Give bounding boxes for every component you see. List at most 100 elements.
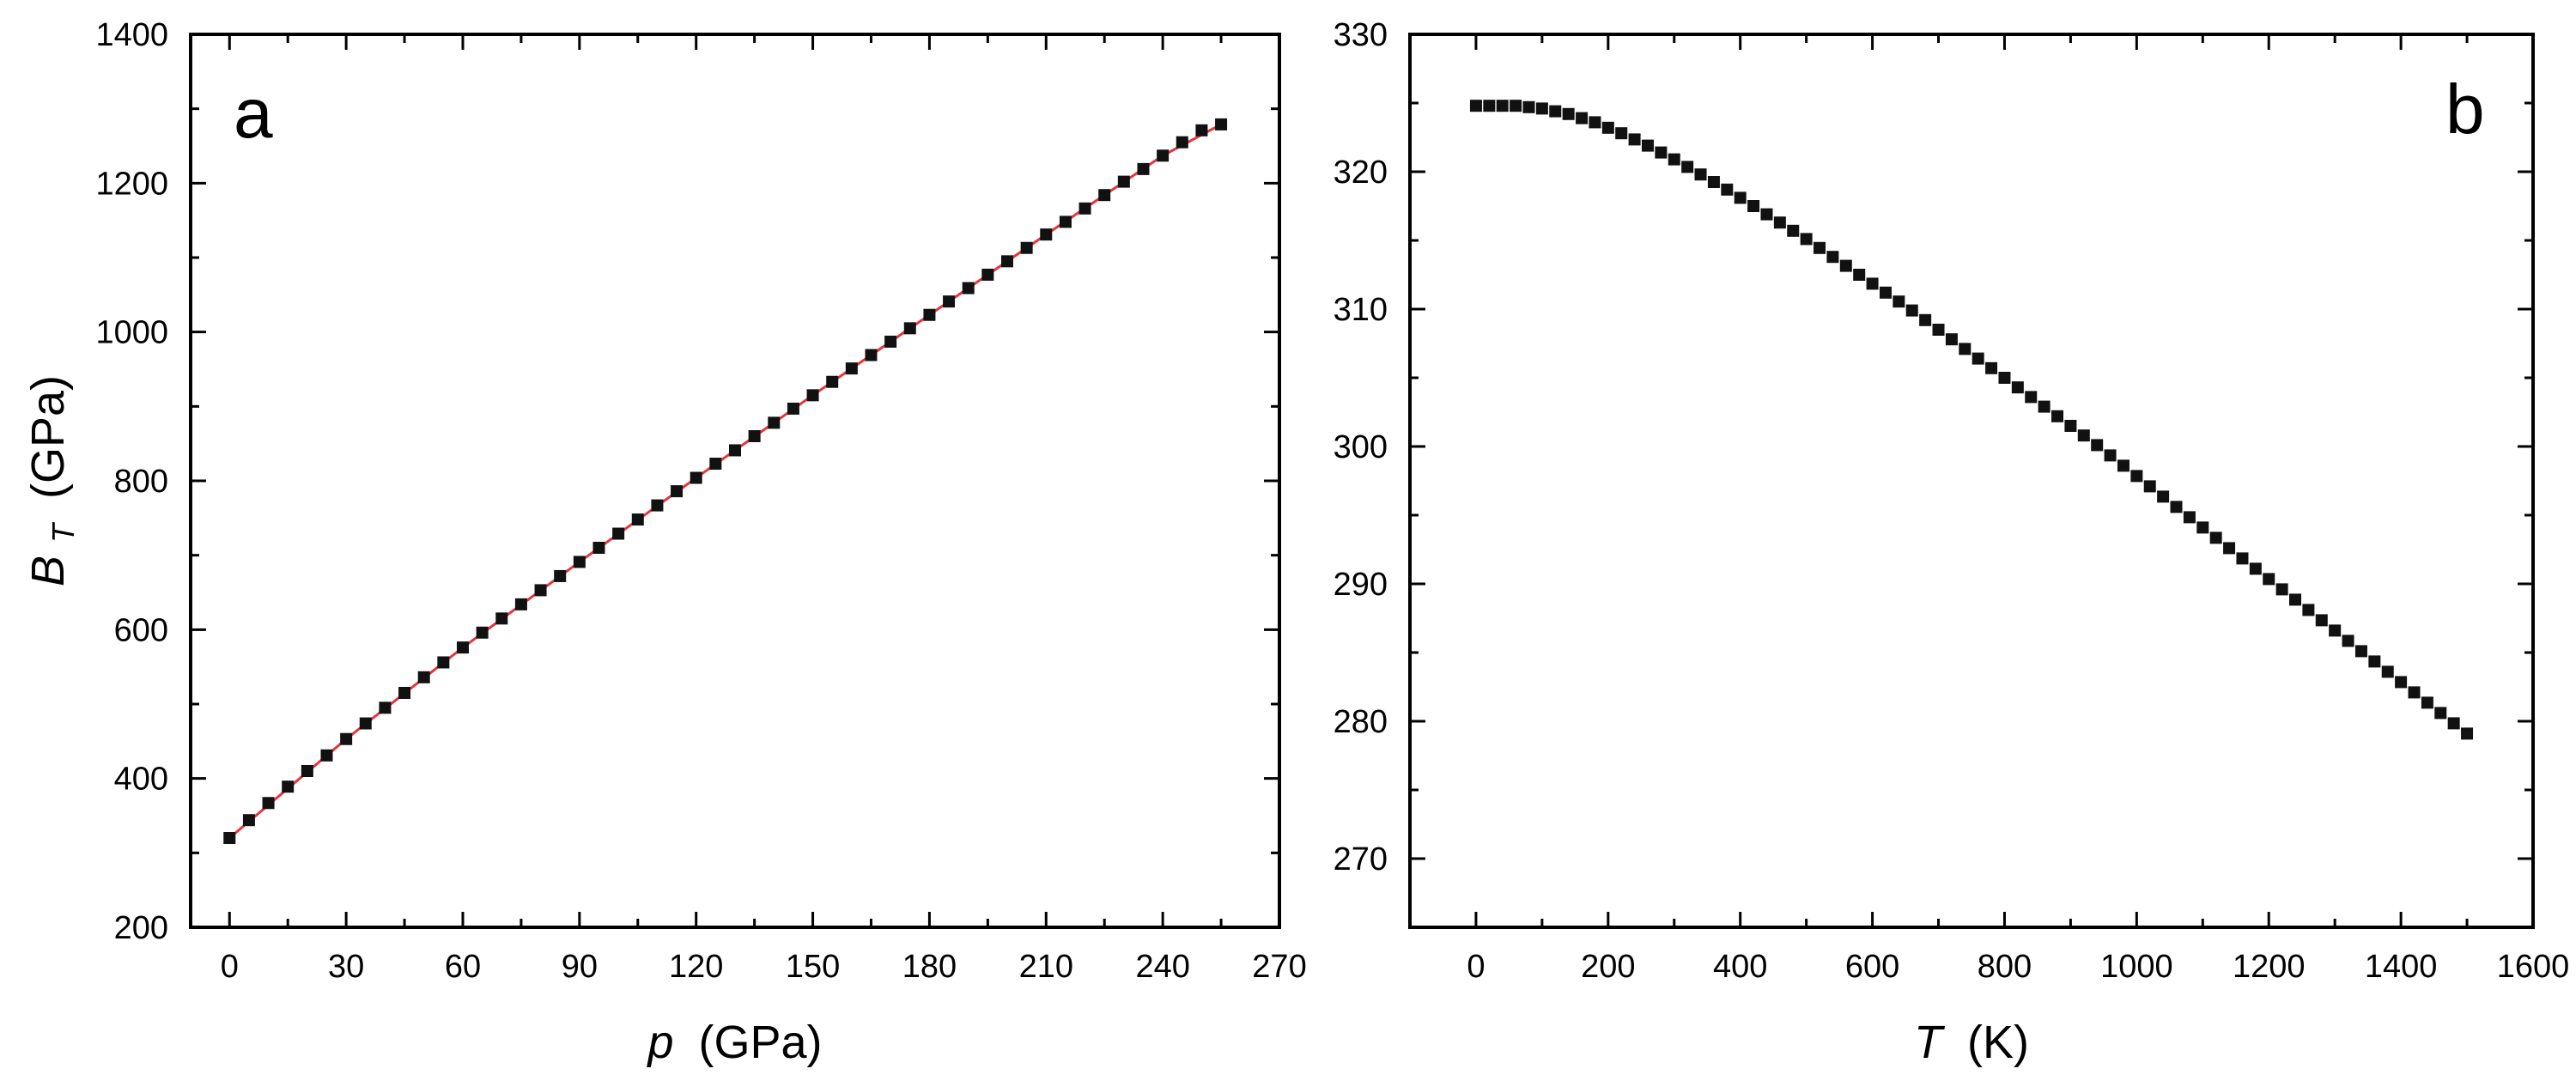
data-point-a	[1157, 149, 1170, 162]
y-tick-label-a: 400	[114, 762, 168, 798]
data-point-b	[2038, 400, 2050, 413]
y-tick-label-a: 1400	[95, 17, 168, 53]
data-point-b	[2223, 542, 2236, 555]
panel-b: 0 200 400 600 800 1000 1200 1400 1600 270 280 290 30…	[1334, 17, 2570, 1068]
data-point-b	[2170, 501, 2183, 513]
data-point-a	[826, 375, 839, 388]
x-tick-label-a: 120	[669, 949, 723, 985]
data-point-a	[768, 416, 781, 429]
data-point-b	[2342, 635, 2354, 647]
ticks-b	[1408, 33, 2535, 927]
data-point-b	[1919, 313, 1932, 326]
y-tick-label-a: 200	[114, 910, 168, 946]
data-point-a	[282, 780, 295, 793]
x-tick-label-a: 150	[786, 949, 840, 985]
x-axis-title-b: T (K)	[1914, 1017, 2029, 1068]
data-point-b	[1985, 361, 1998, 374]
data-point-b	[2315, 614, 2328, 627]
data-point-a	[1040, 228, 1053, 241]
data-point-b	[1932, 324, 1945, 336]
y-tick-label-a: 1000	[95, 315, 168, 351]
x-tick-label-b: 200	[1581, 949, 1635, 985]
data-point-b	[2011, 381, 2024, 394]
data-point-b	[2329, 624, 2342, 637]
data-point-b	[1668, 153, 1680, 166]
data-point-a	[573, 556, 586, 568]
data-point-a	[592, 542, 605, 554]
data-point-a	[845, 362, 858, 375]
data-point-a	[651, 499, 664, 512]
data-point-b	[1496, 100, 1509, 112]
data-point-a	[612, 527, 625, 540]
y-axis-subscript-a: T	[46, 521, 81, 543]
y-tick-label-b: 310	[1334, 292, 1388, 328]
data-point-b	[2447, 717, 2460, 730]
data-point-b	[1787, 224, 1800, 237]
data-point-a	[1176, 136, 1188, 149]
data-point-b	[1945, 333, 1958, 346]
x-tick-label-a: 270	[1252, 949, 1306, 985]
data-point-b	[1615, 127, 1628, 140]
x-tick-label-b: 1200	[2233, 949, 2306, 985]
data-point-b	[1628, 133, 1641, 146]
y-tick-label-b: 300	[1334, 429, 1388, 465]
y-tick-label-b: 280	[1334, 704, 1388, 740]
data-point-a	[301, 765, 313, 777]
data-point-a	[962, 282, 975, 295]
data-point-a	[457, 641, 469, 654]
data-point-b	[1576, 112, 1589, 124]
x-axis-unit-b: (K)	[1967, 1017, 2029, 1068]
data-point-b	[1971, 352, 1984, 365]
data-point-b	[2381, 665, 2394, 678]
data-point-a	[884, 335, 897, 348]
x-tick-label-a: 0	[221, 949, 239, 985]
panel-a: 0 30 60 90 120 150 180 210 240 270 200 400 600 800 100…	[22, 17, 1307, 1068]
data-point-b	[2434, 707, 2447, 720]
data-point-a	[1078, 202, 1091, 215]
y-axis-unit-a: (GPa)	[22, 375, 74, 499]
data-point-a	[1059, 216, 1072, 228]
data-point-b	[2117, 459, 2129, 472]
data-point-a	[903, 322, 916, 335]
data-point-b	[1800, 233, 1813, 246]
data-point-b	[2461, 727, 2474, 740]
data-point-a	[476, 626, 489, 639]
data-point-a	[748, 430, 761, 442]
data-point-b	[1893, 295, 1905, 308]
data-b	[1469, 100, 2474, 740]
data-point-b	[1905, 304, 1918, 317]
data-point-a	[437, 656, 450, 669]
data-point-b	[1853, 269, 1866, 281]
data-point-a	[1137, 162, 1150, 175]
y-tick-label-b: 320	[1334, 155, 1388, 191]
data-point-b	[2421, 696, 2433, 709]
data-point-b	[1483, 100, 1496, 112]
data-point-b	[1549, 105, 1562, 118]
data-point-b	[1681, 161, 1694, 173]
x-tick-label-a: 210	[1019, 949, 1073, 985]
x-axis-unit-a: (GPa)	[699, 1017, 823, 1068]
data-point-b	[2157, 490, 2170, 503]
x-tick-label-b: 400	[1713, 949, 1767, 985]
data-point-b	[1469, 100, 1482, 112]
y-tick-label-a: 1200	[95, 166, 168, 202]
x-tick-label-b: 1000	[2100, 949, 2173, 985]
panel-label-b: b	[2445, 70, 2485, 149]
data-point-b	[2395, 676, 2408, 689]
data-point-a	[631, 513, 644, 526]
data-point-b	[2263, 573, 2275, 586]
data-point-a	[806, 389, 819, 402]
y-tick-label-a: 600	[114, 612, 168, 648]
data-point-b	[2130, 470, 2143, 483]
data-point-a	[787, 402, 799, 415]
x-axis-title-a: p (GPa)	[646, 1017, 822, 1068]
y-tick-label-b: 290	[1334, 567, 1388, 603]
x-tick-label-b: 1600	[2497, 949, 2570, 985]
data-point-b	[2408, 686, 2421, 699]
data-point-b	[1694, 168, 1707, 181]
data-point-b	[1655, 146, 1668, 159]
data-point-a	[671, 485, 683, 498]
x-tick-label-b: 600	[1845, 949, 1899, 985]
data-point-b	[1826, 251, 1839, 264]
data-point-b	[2354, 645, 2367, 658]
